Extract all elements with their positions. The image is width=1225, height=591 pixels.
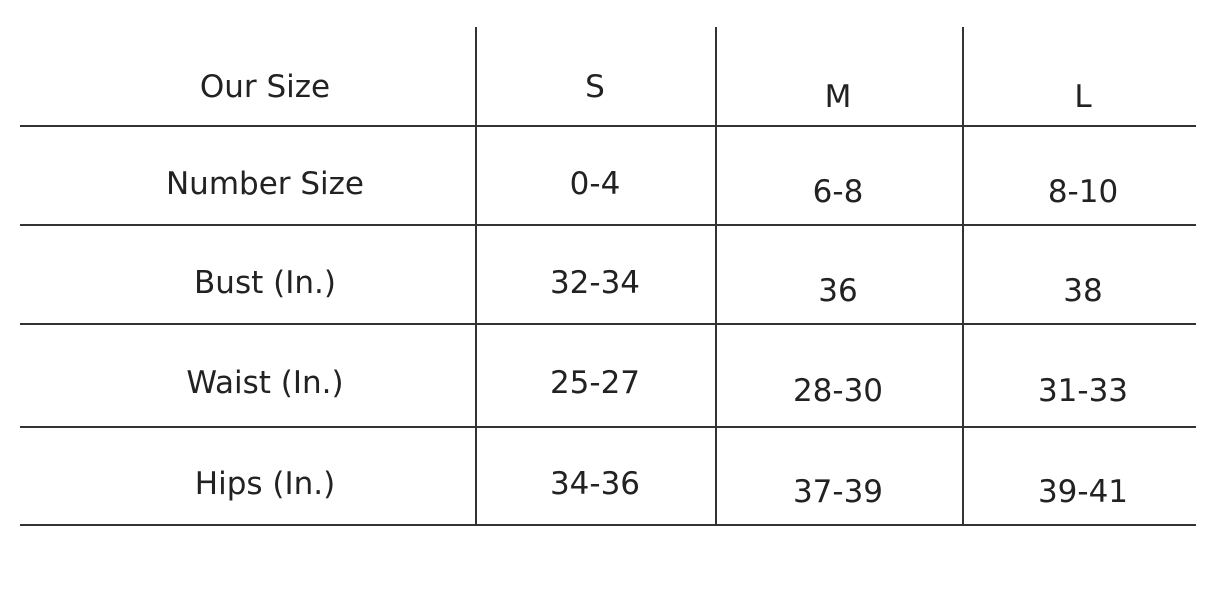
row-divider	[20, 524, 1196, 526]
table-cell: 37-39	[792, 474, 884, 510]
table-cell: 0-4	[569, 166, 621, 202]
row-label: Hips (In.)	[194, 466, 336, 502]
row-divider	[20, 224, 1196, 226]
table-cell: 34-36	[549, 466, 641, 502]
row-divider	[20, 323, 1196, 325]
row-label: Bust (In.)	[194, 265, 336, 301]
table-cell: 31-33	[1037, 373, 1129, 409]
table-cell: 25-27	[549, 365, 641, 401]
column-divider	[715, 27, 717, 526]
header-cell: S	[585, 69, 605, 105]
table-cell: 36	[818, 273, 858, 309]
table-cell: 6-8	[812, 174, 864, 210]
column-divider	[475, 27, 477, 526]
header-cell: M	[824, 79, 852, 115]
header-cell: Our Size	[199, 69, 331, 105]
table-cell: 39-41	[1037, 474, 1129, 510]
header-cell: L	[1074, 79, 1092, 115]
table-cell: 32-34	[549, 265, 641, 301]
row-label: Number Size	[165, 166, 365, 202]
row-label: Waist (In.)	[186, 365, 344, 401]
table-cell: 28-30	[792, 373, 884, 409]
column-divider	[962, 27, 964, 526]
row-divider	[20, 426, 1196, 428]
row-divider	[20, 125, 1196, 127]
table-cell: 38	[1063, 273, 1103, 309]
table-cell: 8-10	[1047, 174, 1119, 210]
